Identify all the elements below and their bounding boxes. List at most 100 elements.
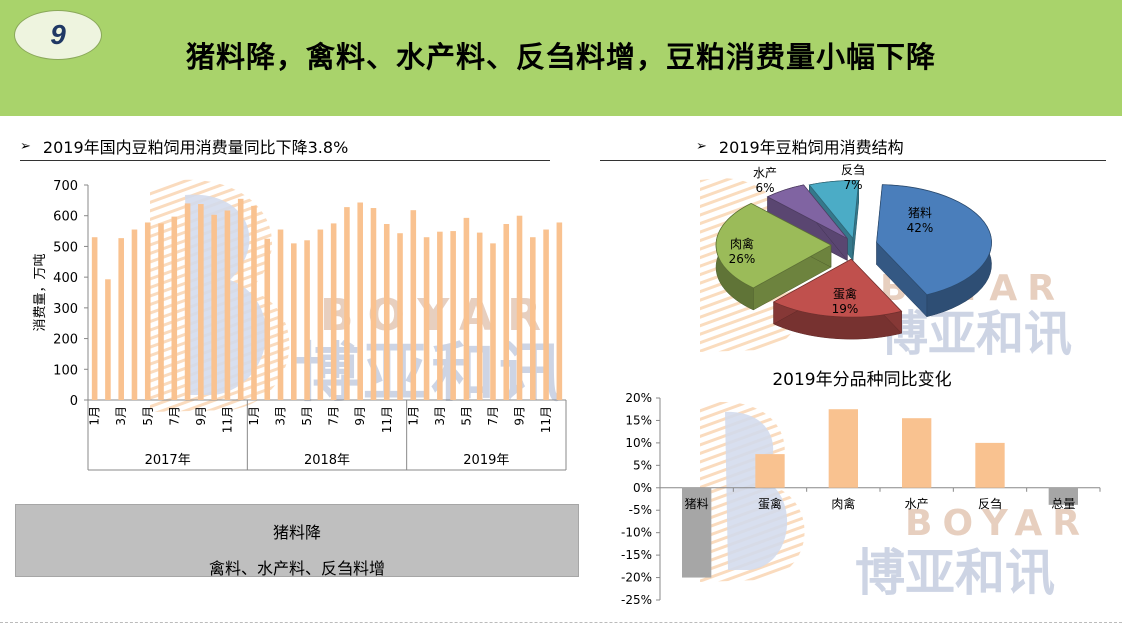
pie-label-name: 反刍 — [841, 163, 865, 177]
yoy-bar-总量 — [1048, 487, 1078, 505]
bar-2017年-5 — [144, 222, 151, 400]
left-section-divider — [20, 160, 550, 161]
month-tick-label: 7月 — [167, 406, 181, 426]
yoy-bar-蛋禽 — [755, 454, 785, 488]
pie-label-name: 肉禽 — [730, 236, 754, 251]
page-title: 猪料降，禽料、水产料、反刍料增，豆粕消费量小幅下降 — [185, 40, 936, 74]
bar-2018年-2 — [264, 238, 271, 400]
bar-2018年-3 — [277, 229, 284, 400]
y-tick-label: 400 — [53, 271, 78, 286]
y-tick-label: 0 — [70, 394, 78, 409]
bar-2018年-4 — [291, 243, 297, 400]
bar-2017年-8 — [184, 203, 191, 400]
month-tick-label: 9月 — [353, 406, 367, 426]
month-tick-label: 1月 — [406, 406, 420, 426]
y-tick-label: -25% — [621, 593, 652, 607]
y-tick-label: 5% — [633, 458, 652, 472]
month-tick-label: 5月 — [141, 406, 155, 426]
month-tick-label: 9月 — [194, 406, 208, 426]
summary-line-1: 猪料降 — [272, 523, 321, 542]
pie-label-name: 蛋禽 — [833, 286, 857, 301]
bar-2018年-8 — [344, 207, 350, 400]
bar-2018年-9 — [357, 202, 363, 400]
y-tick-label: 600 — [53, 210, 78, 225]
month-tick-label: 1月 — [88, 406, 102, 426]
pie-slice-水产 — [766, 184, 848, 239]
year-label: 2018年 — [304, 453, 350, 468]
pie-label-value: 26% — [729, 252, 756, 266]
month-tick-label: 11月 — [380, 406, 394, 433]
month-tick-label: 11月 — [539, 406, 553, 433]
month-tick-label: 5月 — [300, 406, 314, 426]
header-banner: 9 猪料降，禽料、水产料、反刍料增，豆粕消费量小幅下降 — [0, 0, 1122, 116]
pie-label-value: 6% — [755, 181, 774, 195]
pie-slice-肉禽 — [715, 202, 832, 289]
summary-box: 猪料降 禽料、水产料、反刍料增 — [15, 504, 579, 578]
bar-2017年-2 — [105, 279, 111, 400]
month-tick-label: 3月 — [114, 406, 128, 426]
bar-2017年-11 — [224, 210, 231, 400]
pie-label-value: 42% — [907, 221, 934, 235]
year-label: 2019年 — [463, 453, 509, 468]
y-tick-label: -5% — [629, 503, 652, 517]
pie-section-divider — [600, 160, 1106, 161]
y-tick-label: -15% — [621, 548, 652, 562]
yoy-category-label: 蛋禽 — [758, 496, 782, 511]
month-tick-label: 3月 — [274, 406, 288, 426]
y-tick-label: 300 — [53, 302, 78, 317]
pie-slice-反刍 — [808, 180, 860, 240]
bar-2018年-5 — [304, 240, 310, 400]
bar-2018年-6 — [317, 229, 324, 400]
month-tick-label: 1月 — [247, 406, 261, 426]
bar-2018年-1 — [251, 205, 257, 400]
bar-2018年-11 — [383, 224, 390, 400]
pie-slice-蛋禽 — [772, 258, 903, 318]
y-tick-label: -10% — [621, 526, 652, 540]
pie-label-name: 猪料 — [908, 206, 932, 220]
month-tick-label: 5月 — [459, 406, 473, 426]
yoy-bar-肉禽 — [828, 409, 858, 488]
bar-2019年-2 — [423, 237, 430, 400]
yoy-category-label: 总量 — [1051, 497, 1075, 511]
bar-2018年-12 — [397, 233, 403, 400]
bar-2019年-3 — [437, 231, 443, 400]
slide-number-badge: 9 — [14, 10, 102, 60]
bar-2017年-10 — [211, 214, 217, 400]
yoy-bar-反刍 — [975, 442, 1005, 488]
arrow-bullet-icon: ➢ — [20, 138, 31, 154]
y-tick-label: 15% — [625, 413, 652, 427]
year-label: 2017年 — [145, 453, 191, 468]
pie-label-name: 水产 — [753, 166, 777, 180]
bar-2018年-10 — [370, 208, 377, 400]
pie-label-value: 7% — [843, 178, 862, 192]
yoy-category-label: 肉禽 — [831, 496, 855, 511]
bar-2019年-1 — [410, 210, 417, 400]
yoy-category-label: 反刍 — [978, 497, 1002, 511]
left-section-title: 2019年国内豆粕饲用消费量同比下降3.8% — [42, 138, 349, 157]
y-tick-label: 500 — [53, 240, 78, 255]
bar-2019年-12 — [556, 222, 563, 400]
monthly-consumption-chart: 0 100 200 300 400 500 600 700 消费量，万吨 1月 3月 5月 7月 9月 11… — [33, 179, 567, 471]
bar-2018年-7 — [330, 223, 337, 400]
pie-label-value: 19% — [832, 302, 859, 316]
y-tick-label: 10% — [625, 436, 652, 450]
bar-2017年-12 — [237, 198, 244, 400]
pie-section-title: 2019年豆粕饲用消费结构 — [718, 138, 904, 157]
summary-line-2: 禽料、水产料、反刍料增 — [208, 559, 385, 578]
y-tick-label: 100 — [53, 363, 78, 378]
footer-divider — [0, 622, 1122, 623]
month-tick-label: 11月 — [220, 406, 234, 433]
y-tick-label: 20% — [625, 391, 652, 405]
month-tick-label: 3月 — [433, 406, 447, 426]
bar-2019年-5 — [463, 217, 470, 400]
bar-2019年-10 — [530, 237, 536, 400]
y-tick-label: 700 — [53, 179, 78, 194]
pie-slice-猪料 — [876, 184, 992, 296]
bar-2017年-4 — [131, 229, 138, 400]
arrow-bullet-icon: ➢ — [696, 138, 707, 154]
y-axis-label: 消费量，万吨 — [33, 253, 48, 331]
bar-2017年-6 — [158, 223, 164, 400]
month-tick-label: 7月 — [327, 406, 341, 426]
left-section-heading: ➢ 2019年国内豆粕饲用消费量同比下降3.8% — [20, 134, 348, 158]
